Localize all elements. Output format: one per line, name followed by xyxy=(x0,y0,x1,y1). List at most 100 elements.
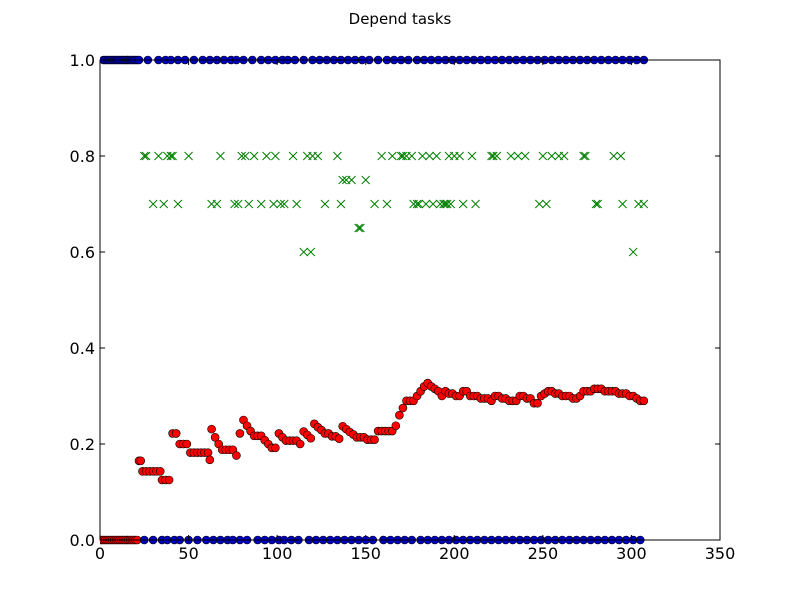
data-point-x xyxy=(492,151,502,161)
y-tick-label: 0.4 xyxy=(70,339,95,358)
y-tick-label: 0.8 xyxy=(70,147,95,166)
data-point-x xyxy=(139,151,149,161)
data-point xyxy=(171,429,181,438)
data-point-x xyxy=(428,199,438,209)
data-point-x xyxy=(542,199,551,209)
data-point xyxy=(210,432,220,442)
data-point xyxy=(398,403,408,413)
data-point-x xyxy=(609,151,619,161)
data-point-x xyxy=(230,199,239,209)
plot-area xyxy=(100,60,720,540)
data-point-x xyxy=(488,151,498,161)
data-point xyxy=(205,455,215,465)
data-point-x xyxy=(262,151,271,161)
data-point-x xyxy=(313,151,323,161)
data-point-x xyxy=(159,199,169,209)
data-point-x xyxy=(356,223,365,233)
data-point-x xyxy=(354,223,363,233)
data-point-x xyxy=(593,199,603,209)
data-point xyxy=(155,467,165,476)
data-point-x xyxy=(184,151,193,161)
data-point-x xyxy=(212,199,222,209)
data-point-x xyxy=(233,199,243,209)
data-point-x xyxy=(414,199,424,209)
x-tick-label: 300 xyxy=(616,544,647,563)
chart-title: Depend tasks xyxy=(349,10,452,28)
data-point-x xyxy=(547,151,557,161)
data-point-x xyxy=(520,151,530,161)
data-point-x xyxy=(439,199,449,209)
data-point-x xyxy=(276,199,286,209)
data-point-x xyxy=(455,151,464,161)
x-tick-label: 250 xyxy=(528,544,559,563)
data-point-x xyxy=(506,151,516,161)
data-point-x xyxy=(249,151,259,161)
data-point-x xyxy=(467,151,477,161)
series-0 xyxy=(139,151,649,257)
data-point-x xyxy=(618,199,627,209)
data-point-x xyxy=(333,151,342,161)
data-point-x xyxy=(442,199,452,209)
data-point-x xyxy=(166,151,176,161)
data-point-x xyxy=(244,199,254,209)
data-point-x xyxy=(338,175,348,185)
data-point-x xyxy=(240,151,250,161)
data-point-x xyxy=(377,151,387,161)
data-point-x xyxy=(306,247,316,257)
y-tick-label: 0.0 xyxy=(70,531,95,550)
data-point-x xyxy=(292,199,301,209)
data-point-x xyxy=(418,151,427,161)
data-point xyxy=(639,396,649,406)
data-point xyxy=(164,475,174,485)
data-point-x xyxy=(559,151,569,161)
data-point-x xyxy=(370,199,379,209)
data-point-x xyxy=(628,247,638,257)
x-tick-label: 350 xyxy=(705,544,736,563)
data-point-x xyxy=(141,151,151,161)
x-tick-label: 200 xyxy=(439,544,470,563)
data-point-x xyxy=(581,151,590,161)
data-point xyxy=(533,398,542,408)
data-point-x xyxy=(336,199,346,209)
y-tick-label: 0.6 xyxy=(70,243,95,262)
data-point-x xyxy=(412,199,422,209)
data-point xyxy=(391,421,401,431)
data-point-x xyxy=(173,199,183,209)
data-point-x xyxy=(271,151,280,161)
data-point-x xyxy=(591,199,601,209)
data-point-x xyxy=(446,199,456,209)
data-point-x xyxy=(269,199,278,209)
data-point-x xyxy=(299,247,309,257)
data-point xyxy=(136,456,146,466)
data-point-x xyxy=(148,199,158,209)
data-point-x xyxy=(432,151,441,161)
x-tick-label: 50 xyxy=(178,544,198,563)
data-point-x xyxy=(387,151,397,161)
plot-frame xyxy=(99,59,721,541)
ticks-layer: 0 50 100 150 200 250 300 350 0.0 0.2 0.4 0.6 0.8 1.0 xyxy=(70,51,736,563)
data-point-x xyxy=(616,151,626,161)
data-point-x xyxy=(407,151,417,161)
data-point xyxy=(295,439,305,449)
data-point-x xyxy=(471,199,480,209)
data-point-x xyxy=(237,151,247,161)
data-point-x xyxy=(256,199,266,209)
data-point xyxy=(203,448,213,457)
data-point-x xyxy=(421,199,431,209)
data-point xyxy=(395,410,404,420)
data-point-x xyxy=(347,175,356,185)
data-point-x xyxy=(168,151,177,161)
y-tick-label: 0.2 xyxy=(70,435,95,454)
data-point-x xyxy=(361,175,371,185)
x-tick-label: 0 xyxy=(95,544,105,563)
data-point-x xyxy=(279,199,289,209)
data-point xyxy=(182,439,192,449)
data-point-x xyxy=(534,199,544,209)
data-point xyxy=(334,434,344,444)
data-point-x xyxy=(382,199,392,209)
data-point-x xyxy=(154,151,163,161)
data-point xyxy=(207,424,216,434)
y-tick-label: 1.0 xyxy=(70,51,95,70)
data-point-x xyxy=(320,199,330,209)
